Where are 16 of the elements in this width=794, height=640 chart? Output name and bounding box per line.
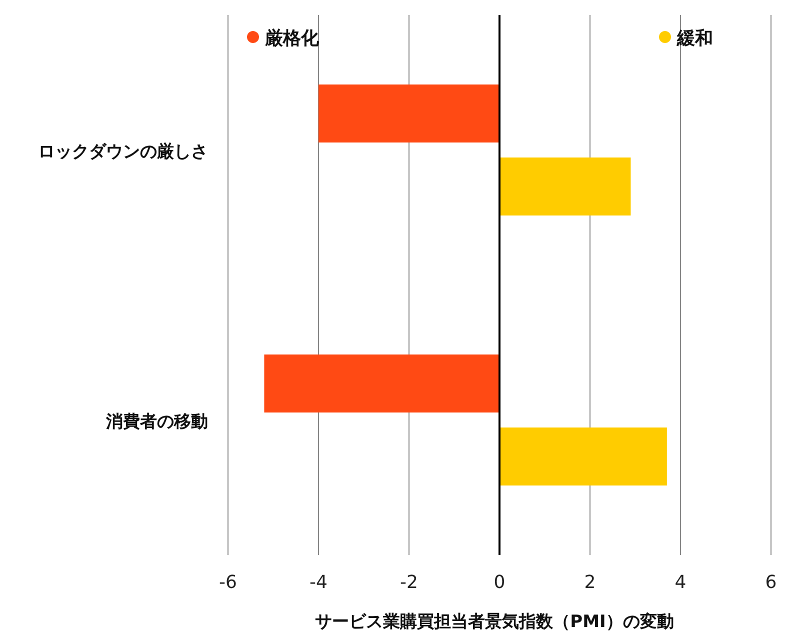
bar: [500, 428, 667, 486]
x-tick-label: 6: [765, 572, 777, 593]
x-tick-label: 4: [674, 572, 686, 593]
x-tick-label: -4: [310, 572, 328, 593]
legend-label: 厳格化: [264, 28, 320, 49]
x-tick-label: -6: [219, 572, 237, 593]
y-tick-label: ロックダウンの厳しさ: [38, 142, 208, 162]
x-tick-label: -2: [400, 572, 418, 593]
bar: [318, 84, 500, 142]
bar: [500, 158, 631, 216]
x-axis-title: サービス業購買担当者景気指数（PMI）の変動: [315, 612, 674, 632]
x-tick-label: 0: [494, 572, 506, 593]
legend-label: 緩和: [676, 28, 713, 49]
y-tick-label: 消費者の移動: [105, 412, 208, 432]
bar: [264, 354, 500, 412]
x-tick-label: 2: [584, 572, 596, 593]
